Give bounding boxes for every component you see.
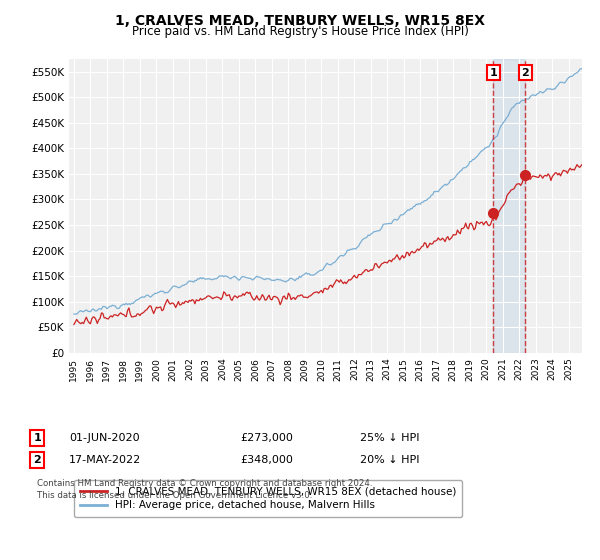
Text: Price paid vs. HM Land Registry's House Price Index (HPI): Price paid vs. HM Land Registry's House … xyxy=(131,25,469,38)
Text: 25% ↓ HPI: 25% ↓ HPI xyxy=(360,433,419,443)
Bar xyxy=(493,59,526,353)
Text: 2: 2 xyxy=(521,68,529,78)
Text: 1: 1 xyxy=(490,68,497,78)
Text: 1: 1 xyxy=(34,433,41,443)
Text: 01-JUN-2020: 01-JUN-2020 xyxy=(69,433,140,443)
Text: 20% ↓ HPI: 20% ↓ HPI xyxy=(360,455,419,465)
Text: £273,000: £273,000 xyxy=(240,433,293,443)
Text: 1, CRALVES MEAD, TENBURY WELLS, WR15 8EX: 1, CRALVES MEAD, TENBURY WELLS, WR15 8EX xyxy=(115,14,485,28)
Text: 17-MAY-2022: 17-MAY-2022 xyxy=(69,455,141,465)
Text: Contains HM Land Registry data © Crown copyright and database right 2024.
This d: Contains HM Land Registry data © Crown c… xyxy=(37,479,373,500)
Text: 2: 2 xyxy=(34,455,41,465)
Legend: 1, CRALVES MEAD, TENBURY WELLS, WR15 8EX (detached house), HPI: Average price, d: 1, CRALVES MEAD, TENBURY WELLS, WR15 8EX… xyxy=(74,480,463,517)
Text: £348,000: £348,000 xyxy=(240,455,293,465)
